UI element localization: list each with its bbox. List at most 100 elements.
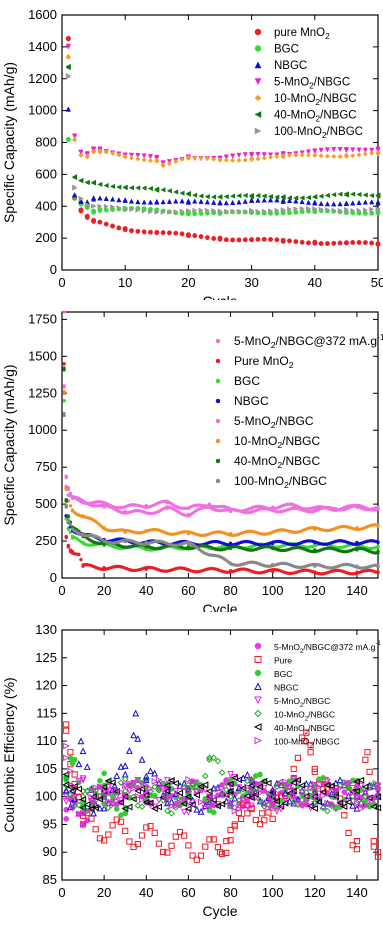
data-point bbox=[141, 157, 147, 163]
data-point bbox=[100, 783, 108, 791]
data-point bbox=[293, 206, 299, 212]
data-point bbox=[287, 210, 292, 216]
data-point bbox=[62, 361, 66, 366]
data-point bbox=[87, 805, 95, 813]
data-point bbox=[223, 786, 230, 794]
data-point bbox=[280, 194, 286, 200]
y-tick-label: 750 bbox=[35, 459, 57, 474]
data-point bbox=[217, 209, 223, 215]
data-point bbox=[290, 792, 298, 800]
data-point bbox=[122, 793, 129, 801]
x-tick-label: 120 bbox=[304, 583, 326, 598]
data-point bbox=[374, 793, 382, 801]
data-point bbox=[144, 511, 149, 515]
y-tick-label: 1750 bbox=[28, 311, 57, 326]
data-point bbox=[287, 238, 292, 244]
data-point bbox=[369, 147, 375, 154]
data-point bbox=[311, 765, 318, 772]
data-point bbox=[350, 200, 356, 206]
data-point bbox=[186, 545, 191, 549]
legend-label: 5-MnO2/NBGC@372 mA.g-1 bbox=[234, 332, 383, 350]
data-point bbox=[307, 742, 314, 749]
data-point bbox=[337, 240, 343, 246]
data-point bbox=[62, 366, 66, 370]
data-point bbox=[192, 154, 198, 161]
data-point bbox=[226, 787, 234, 795]
data-point bbox=[299, 800, 306, 808]
data-point bbox=[110, 150, 116, 156]
data-point bbox=[353, 787, 361, 795]
data-point bbox=[247, 794, 255, 802]
data-point bbox=[172, 802, 180, 810]
data-point bbox=[91, 203, 97, 209]
data-point bbox=[117, 818, 125, 825]
data-point bbox=[91, 149, 97, 155]
data-point bbox=[113, 787, 120, 795]
data-point bbox=[280, 198, 286, 204]
data-point bbox=[293, 239, 299, 245]
data-point bbox=[260, 777, 268, 785]
data-point bbox=[109, 196, 116, 202]
data-point bbox=[217, 194, 223, 200]
data-point bbox=[79, 775, 87, 783]
y-tick-label: 90 bbox=[43, 844, 57, 859]
data-point bbox=[261, 799, 268, 807]
data-point bbox=[97, 195, 103, 201]
legend-label: NBGC bbox=[274, 683, 299, 693]
data-point bbox=[255, 236, 261, 242]
plot-frame bbox=[61, 629, 379, 881]
data-point bbox=[242, 198, 248, 204]
data-point bbox=[144, 567, 149, 571]
data-point bbox=[126, 838, 133, 845]
data-point bbox=[91, 502, 96, 506]
data-point bbox=[374, 790, 382, 797]
y-axis-label: Specific Capacity (mAh/g) bbox=[1, 364, 17, 525]
data-point bbox=[343, 148, 350, 154]
data-point bbox=[63, 816, 70, 822]
data-point bbox=[256, 786, 264, 794]
data-point bbox=[160, 209, 166, 215]
data-point bbox=[217, 199, 223, 205]
data-point bbox=[184, 805, 192, 813]
x-tick-label: 120 bbox=[304, 885, 326, 900]
data-point bbox=[228, 509, 233, 514]
data-point bbox=[79, 796, 87, 803]
legend-marker bbox=[215, 458, 221, 464]
legend-marker bbox=[254, 45, 262, 52]
data-point bbox=[63, 727, 70, 734]
data-point bbox=[355, 548, 359, 552]
legend-label: NBGC bbox=[274, 60, 307, 72]
data-point bbox=[230, 199, 236, 206]
data-point bbox=[356, 199, 362, 205]
data-point bbox=[214, 785, 222, 793]
data-point bbox=[302, 799, 310, 807]
data-point bbox=[101, 837, 108, 844]
data-point bbox=[362, 147, 368, 153]
data-point bbox=[270, 546, 275, 551]
data-point bbox=[261, 236, 267, 242]
x-tick-label: 20 bbox=[97, 583, 111, 598]
data-point bbox=[147, 785, 155, 793]
data-point bbox=[223, 208, 230, 214]
data-point bbox=[211, 199, 217, 205]
data-point bbox=[255, 193, 261, 199]
data-point bbox=[69, 760, 76, 767]
data-point bbox=[376, 549, 380, 554]
x-tick-label: 80 bbox=[223, 885, 237, 900]
data-point bbox=[349, 191, 356, 197]
data-point bbox=[248, 197, 255, 203]
data-point bbox=[64, 505, 68, 509]
data-point bbox=[313, 564, 317, 568]
data-point bbox=[231, 794, 239, 802]
data-point bbox=[103, 182, 109, 189]
data-point bbox=[228, 531, 233, 536]
data-point bbox=[181, 832, 188, 839]
data-point bbox=[109, 801, 117, 809]
data-point bbox=[67, 767, 75, 775]
data-point bbox=[340, 803, 348, 811]
data-point bbox=[280, 154, 286, 160]
data-point bbox=[281, 799, 289, 807]
data-point bbox=[358, 805, 365, 813]
data-point bbox=[242, 209, 249, 215]
data-point bbox=[318, 200, 324, 206]
